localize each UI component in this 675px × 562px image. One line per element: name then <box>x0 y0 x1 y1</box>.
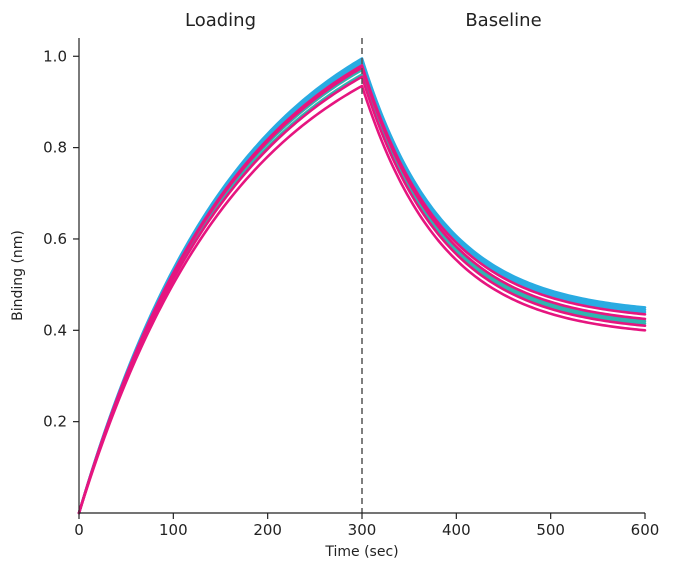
y-ticks: 0.2 0.4 0.6 0.8 1.0 <box>43 47 79 431</box>
y-tick-label: 1.0 <box>43 47 67 65</box>
y-tick-label: 0.4 <box>43 321 67 339</box>
x-tick-label: 600 <box>631 521 660 539</box>
series-line <box>77 75 647 515</box>
y-tick-label: 0.8 <box>43 139 67 157</box>
x-tick-label: 200 <box>253 521 282 539</box>
x-tick-label: 300 <box>348 521 377 539</box>
x-ticks: 0 100 200 300 400 500 600 <box>74 513 659 539</box>
phase-labels: Loading Baseline <box>185 10 542 31</box>
y-tick-label: 0.6 <box>43 230 67 248</box>
phase-label: Baseline <box>465 10 541 31</box>
series-line <box>77 66 647 515</box>
x-axis-title: Time (sec) <box>324 544 398 560</box>
y-tick-label: 0.2 <box>43 413 67 431</box>
x-tick-label: 100 <box>159 521 188 539</box>
x-tick-label: 400 <box>442 521 471 539</box>
series-line <box>77 84 647 515</box>
series-line <box>77 57 647 515</box>
x-tick-label: 500 <box>536 521 565 539</box>
series-group <box>77 57 647 515</box>
x-tick-label: 0 <box>74 521 84 539</box>
phase-label: Loading <box>185 10 256 31</box>
y-axis-title: Binding (nm) <box>10 230 26 321</box>
